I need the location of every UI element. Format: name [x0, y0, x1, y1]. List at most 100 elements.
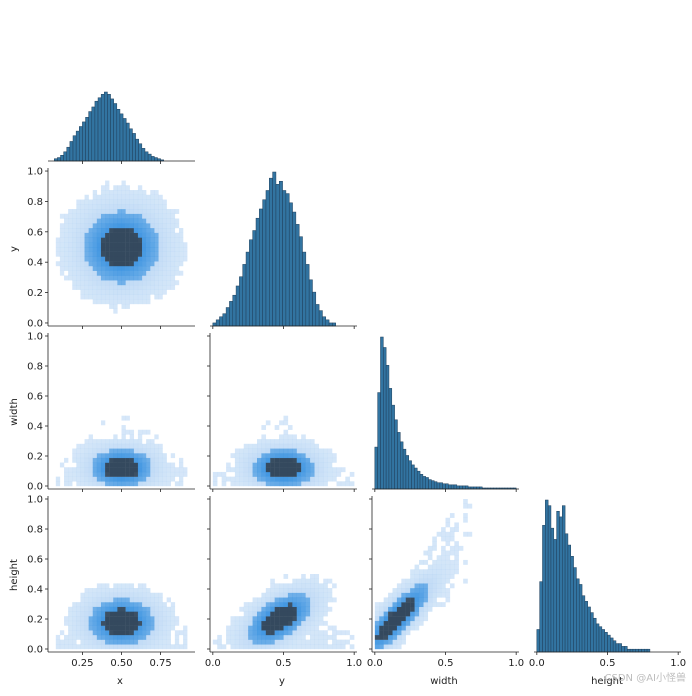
heatmap-cell — [137, 199, 143, 205]
heatmap-cell — [162, 199, 167, 205]
heatmap-cell — [287, 620, 293, 626]
heatmap-cell — [178, 644, 184, 650]
heatmap-cell — [100, 218, 106, 224]
heatmap-cell — [414, 611, 420, 617]
heatmap-cell — [379, 625, 384, 631]
histogram-bar — [279, 180, 283, 327]
heatmap-cell — [410, 602, 415, 608]
heatmap-cell — [84, 471, 89, 477]
heatmap-cell — [257, 476, 262, 482]
y-tick-label: 0.2 — [27, 452, 43, 463]
histogram-bar — [144, 151, 149, 162]
heatmap-cell — [105, 213, 110, 219]
y-tick-label: 0.6 — [27, 227, 43, 238]
heatmap-cell — [125, 476, 130, 482]
heatmap-cell — [310, 443, 315, 449]
x-tick-label: 0.0 — [367, 658, 383, 669]
heatmap-cell — [88, 457, 93, 463]
heatmap-cell — [68, 476, 73, 482]
heatmap-cell — [252, 453, 258, 459]
heatmap-cell — [234, 457, 240, 463]
x-tick-label: 0.0 — [205, 658, 221, 669]
heatmap-cell — [72, 237, 77, 243]
heatmap-cell — [226, 462, 231, 468]
heatmap-cell — [257, 630, 262, 636]
heatmap-cell — [125, 194, 130, 200]
heatmap-cell — [96, 443, 102, 449]
heatmap-cell — [449, 531, 455, 537]
heatmap-cell — [129, 588, 135, 593]
heatmap-cell — [129, 443, 135, 449]
heatmap-cell — [414, 569, 420, 575]
heatmap-cell — [230, 630, 236, 636]
heatmap-cell — [117, 190, 122, 195]
heatmap-cell — [318, 639, 324, 645]
heatmap-cell — [283, 457, 289, 463]
heatmap-cell — [296, 578, 302, 584]
heatmap-cell — [305, 602, 311, 608]
heatmap-cell — [125, 620, 130, 626]
heatmap-cell — [310, 453, 315, 459]
heatmap-cell — [96, 204, 102, 210]
heatmap-cell — [405, 620, 411, 626]
heatmap-cell — [301, 588, 306, 593]
heatmap-cell — [125, 280, 130, 286]
heatmap-cell — [427, 606, 433, 612]
heatmap-cell — [445, 555, 451, 561]
heatmap-cell — [150, 630, 155, 636]
heatmap-cell — [174, 639, 180, 645]
heatmap-cell — [445, 569, 451, 575]
heatmap-cell — [423, 569, 429, 575]
heatmap-cell — [234, 448, 240, 454]
heatmap-cell — [323, 611, 328, 617]
heatmap-cell — [84, 194, 89, 200]
heatmap-height-vs-y — [212, 574, 355, 650]
heatmap-cell — [92, 256, 98, 262]
heatmap-cell — [174, 223, 180, 229]
heatmap-cell — [109, 592, 114, 598]
heatmap-cell — [125, 471, 130, 477]
heatmap-cell — [449, 559, 455, 565]
heatmap-cell — [279, 620, 284, 626]
histogram-bar — [97, 97, 102, 162]
heatmap-cell — [174, 261, 180, 267]
heatmap-cell — [76, 232, 81, 238]
heatmap-cell — [84, 639, 89, 645]
heatmap-cell — [137, 481, 143, 487]
heatmap-cell — [121, 630, 126, 636]
heatmap-cell — [150, 270, 155, 276]
heatmap-cell — [142, 583, 147, 589]
heatmap-cell — [265, 420, 271, 426]
heatmap-cell — [133, 597, 139, 603]
heatmap-cell — [396, 639, 402, 645]
heatmap-cell — [142, 213, 147, 219]
heatmap-cell — [449, 569, 455, 575]
heatmap-cell — [178, 261, 184, 267]
heatmap-cell — [133, 209, 139, 214]
heatmap-cell — [142, 602, 147, 608]
heatmap-cell — [234, 462, 240, 468]
heatmap-cell — [162, 218, 167, 224]
heatmap-cell — [252, 606, 258, 612]
heatmap-cell — [414, 578, 420, 584]
heatmap-cell — [100, 453, 106, 459]
heatmap-cell — [129, 247, 135, 252]
heatmap-cell — [113, 299, 118, 305]
heatmap-cell — [150, 620, 155, 626]
heatmap-cell — [310, 602, 315, 608]
heatmap-cell — [445, 531, 451, 537]
heatmap-cell — [349, 481, 355, 487]
heatmap-cell — [80, 616, 85, 622]
heatmap-cell — [150, 443, 155, 449]
heatmap-cell — [383, 639, 389, 645]
heatmap-cell — [162, 228, 167, 233]
heatmap-cell — [113, 616, 118, 622]
heatmap-cell — [137, 439, 143, 445]
histogram-bar — [584, 601, 588, 653]
heatmap-cell — [105, 209, 110, 214]
heatmap-cell — [243, 471, 249, 477]
heatmap-cell — [129, 439, 135, 445]
heatmap-cell — [158, 204, 163, 210]
heatmap-cell — [166, 606, 171, 612]
heatmap-cell — [88, 639, 93, 645]
